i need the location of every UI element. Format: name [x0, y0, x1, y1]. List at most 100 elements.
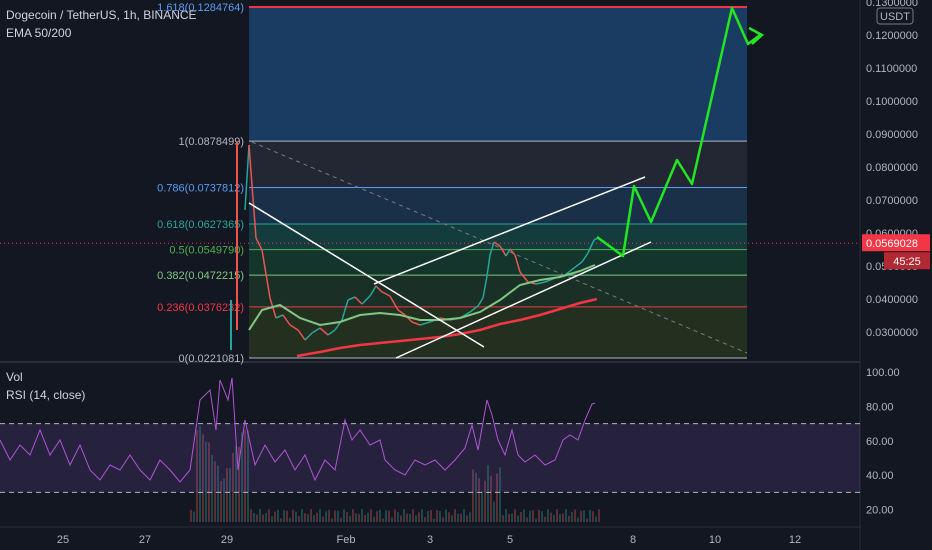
volume-bar — [379, 509, 381, 522]
volume-bar — [295, 511, 297, 522]
volume-bar — [220, 480, 222, 522]
price-candle — [289, 324, 299, 331]
volume-bar — [244, 429, 246, 522]
volume-bar — [343, 509, 345, 522]
volume-bar — [232, 452, 234, 522]
rsi-indicator-label[interactable]: RSI (14, close) — [6, 388, 86, 402]
price-candle — [297, 329, 306, 341]
volume-bar — [238, 446, 240, 522]
volume-bar — [499, 467, 501, 522]
volume-bar — [424, 517, 426, 522]
volume-bar — [337, 510, 339, 522]
volume-bar — [580, 510, 582, 522]
volume-bar — [574, 509, 576, 522]
price-candle — [411, 321, 421, 326]
trend-line — [395, 241, 652, 359]
volume-bar — [283, 510, 285, 522]
volume-bar — [322, 516, 324, 522]
volume-bar — [397, 512, 399, 522]
time-tick-label: 12 — [789, 534, 801, 546]
volume-bar — [430, 509, 432, 522]
volume-bar — [370, 509, 372, 522]
price-candle — [419, 321, 431, 326]
volume-indicator-label[interactable]: Vol — [6, 370, 23, 384]
time-tick-label: 29 — [221, 534, 233, 546]
price-candle — [282, 314, 291, 326]
fib-level-label: 0.236(0.0376232) — [157, 302, 244, 314]
volume-bar — [415, 515, 417, 522]
volume-bar — [529, 510, 531, 522]
fib-trend-line — [251, 141, 748, 354]
price-candle — [361, 295, 371, 305]
volume-bar — [349, 515, 351, 522]
rsi-band — [0, 423, 860, 493]
volume-bar — [544, 516, 546, 522]
volume-bar — [487, 465, 489, 522]
volume-bar — [409, 513, 411, 522]
price-candle — [535, 281, 546, 285]
price-candle — [499, 245, 507, 257]
volume-bar — [595, 516, 597, 522]
price-tick-label: 0.0400000 — [866, 294, 918, 306]
volume-bar — [226, 468, 228, 522]
volume-bar — [280, 518, 282, 522]
rsi-tick-label: 80.00 — [866, 401, 894, 413]
volume-bar — [508, 513, 510, 522]
price-tick-label: 0.0900000 — [866, 129, 918, 141]
price-candle — [519, 271, 529, 283]
volume-bar — [490, 475, 492, 522]
volume-bar — [313, 514, 315, 522]
volume-bar — [193, 511, 195, 522]
volume-bar — [589, 509, 591, 522]
currency-label: USDT — [880, 11, 910, 23]
price-candle — [319, 327, 329, 336]
price-candle — [275, 314, 284, 319]
volume-bar — [586, 518, 588, 522]
volume-bar — [598, 509, 600, 522]
volume-bar — [373, 516, 375, 522]
volume-bar — [565, 509, 567, 522]
volume-bar — [493, 501, 495, 522]
volume-bar — [262, 514, 264, 522]
price-tick-label: 0.0800000 — [866, 162, 918, 174]
volume-bar — [334, 510, 336, 522]
volume-bar — [556, 509, 558, 522]
volume-bar — [514, 509, 516, 522]
fib-level-label: 0.786(0.0737812) — [157, 183, 244, 195]
rsi-tick-label: 100.00 — [866, 367, 900, 379]
volume-bar — [205, 441, 207, 522]
volume-bar — [526, 517, 528, 522]
volume-bar — [211, 455, 213, 522]
volume-bar — [355, 513, 357, 522]
price-candle — [573, 261, 583, 269]
price-candle — [587, 239, 595, 254]
volume-bar — [583, 510, 585, 522]
volume-bar — [358, 514, 360, 522]
symbol-title: Dogecoin / TetherUS, 1h, BINANCE — [6, 8, 197, 22]
price-tick-label: 0.1100000 — [866, 63, 917, 75]
time-tick-label: 10 — [709, 534, 721, 546]
ema-indicator-label[interactable]: EMA 50/200 — [6, 26, 72, 40]
volume-bar — [466, 515, 468, 522]
volume-bar — [406, 513, 408, 522]
volume-bar — [469, 512, 471, 522]
volume-bar — [538, 509, 540, 522]
volume-bar — [511, 513, 513, 522]
volume-bar — [502, 515, 504, 522]
price-candle — [369, 285, 377, 297]
volume-bar — [346, 511, 348, 522]
price-candle — [354, 296, 363, 305]
price-candle — [564, 267, 575, 276]
volume-bar — [523, 509, 525, 522]
fib-zone — [249, 141, 747, 188]
price-candle — [248, 144, 257, 239]
price-candle — [381, 291, 391, 297]
price-candle — [581, 252, 589, 263]
volume-bar — [484, 480, 486, 522]
price-candle — [486, 254, 491, 277]
price-candle — [261, 249, 271, 299]
volume-bar — [310, 509, 312, 522]
volume-bar — [454, 509, 456, 522]
